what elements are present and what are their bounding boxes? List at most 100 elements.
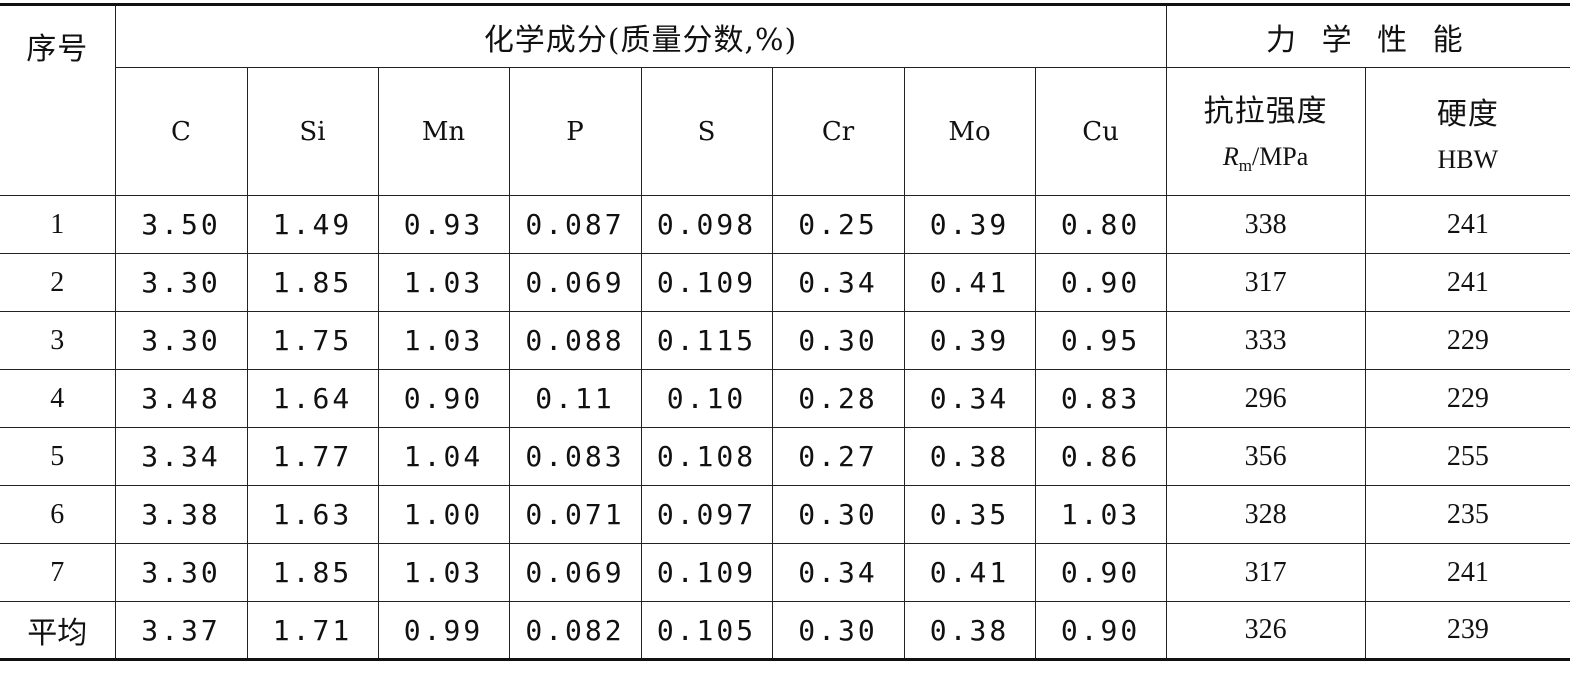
cell-tensile: 296: [1165, 369, 1366, 428]
cell-p: 0.069: [508, 253, 642, 312]
cell-cr: 0.34: [771, 253, 905, 312]
cell-mn: 0.90: [377, 369, 510, 428]
cell-cr: 0.30: [771, 601, 905, 660]
table-body: 1 3.50 1.49 0.93 0.087 0.098 0.25 0.39 0.80 338 24…: [0, 195, 1571, 660]
tensile-unit-text: /MPa: [1251, 142, 1309, 172]
cell-cr: 0.27: [771, 427, 905, 486]
cell-hardness: 241: [1364, 195, 1571, 254]
cell-s: 0.10: [640, 369, 773, 428]
row-seq-cell: 4: [0, 369, 116, 428]
cell-mn: 0.99: [377, 601, 510, 660]
table-row: 1 3.50 1.49 0.93 0.087 0.098 0.25 0.39 0.80 338 24…: [0, 195, 1571, 254]
cell-hardness: 239: [1364, 601, 1571, 660]
table-row: 6 3.38 1.63 1.00 0.071 0.097 0.30 0.35 1.03 328 23…: [0, 485, 1571, 544]
cell-si: 1.64: [246, 369, 379, 428]
cell-tensile: 338: [1165, 195, 1366, 254]
hardness-label: 硬度: [1436, 96, 1499, 132]
mech-properties-header: 力 学 性 能: [1165, 4, 1571, 68]
table-row: 平均 3.37 1.71 0.99 0.082 0.105 0.30 0.38 0.90 326 2…: [0, 601, 1571, 660]
cell-s: 0.115: [640, 311, 773, 370]
cell-hardness: 241: [1364, 543, 1571, 602]
cell-hardness: 241: [1364, 253, 1571, 312]
cell-hardness: 255: [1364, 427, 1571, 486]
table-row: 3 3.30 1.75 1.03 0.088 0.115 0.30 0.39 0.95 333 22…: [0, 311, 1571, 370]
cell-cu: 1.03: [1034, 485, 1167, 544]
cell-cu: 0.95: [1034, 311, 1167, 370]
table-row: 7 3.30 1.85 1.03 0.069 0.109 0.34 0.41 0.90 317 24…: [0, 543, 1571, 602]
cell-p: 0.088: [508, 311, 642, 370]
cell-cr: 0.30: [771, 485, 905, 544]
cell-c: 3.50: [114, 195, 248, 254]
row-seq-cell: 6: [0, 485, 116, 544]
row-seq-cell: 3: [0, 311, 116, 370]
col-header-mo: Mo: [903, 67, 1036, 196]
cell-tensile: 326: [1165, 601, 1366, 660]
cell-mn: 0.93: [377, 195, 510, 254]
cell-c: 3.38: [114, 485, 248, 544]
cell-c: 3.30: [114, 253, 248, 312]
row-seq-cell: 7: [0, 543, 116, 602]
cell-p: 0.069: [508, 543, 642, 602]
cell-mn: 1.03: [377, 311, 510, 370]
cell-cu: 0.86: [1034, 427, 1167, 486]
col-header-p: P: [508, 67, 642, 196]
cell-cr: 0.25: [771, 195, 905, 254]
cell-cr: 0.30: [771, 311, 905, 370]
cell-si: 1.75: [246, 311, 379, 370]
cell-cr: 0.34: [771, 543, 905, 602]
cell-tensile: 333: [1165, 311, 1366, 370]
header-row-columns: C Si Mn P S Cr Mo Cu 抗拉强度 Rm/MPa 硬度 HBW: [0, 67, 1571, 196]
col-header-s: S: [640, 67, 773, 196]
cell-p: 0.083: [508, 427, 642, 486]
table-row: 4 3.48 1.64 0.90 0.11 0.10 0.28 0.34 0.83 296 229: [0, 369, 1571, 428]
row-seq-cell: 2: [0, 253, 116, 312]
cell-s: 0.097: [640, 485, 773, 544]
cell-cr: 0.28: [771, 369, 905, 428]
cell-p: 0.11: [508, 369, 642, 428]
row-seq-cell: 5: [0, 427, 116, 486]
cell-mo: 0.38: [903, 601, 1036, 660]
cell-mn: 1.03: [377, 253, 510, 312]
col-header-mn: Mn: [377, 67, 510, 196]
cell-hardness: 229: [1364, 311, 1571, 370]
cell-mo: 0.41: [903, 253, 1036, 312]
cell-cu: 0.90: [1034, 543, 1167, 602]
col-header-cu: Cu: [1034, 67, 1167, 196]
cell-si: 1.85: [246, 543, 379, 602]
cell-tensile: 356: [1165, 427, 1366, 486]
cell-s: 0.109: [640, 253, 773, 312]
cell-mo: 0.35: [903, 485, 1036, 544]
cell-p: 0.087: [508, 195, 642, 254]
cell-s: 0.108: [640, 427, 773, 486]
cell-si: 1.77: [246, 427, 379, 486]
cell-cu: 0.90: [1034, 601, 1167, 660]
col-header-si: Si: [246, 67, 379, 196]
cell-mo: 0.39: [903, 195, 1036, 254]
cell-mn: 1.03: [377, 543, 510, 602]
tensile-subscript: m: [1238, 156, 1252, 176]
cell-mo: 0.39: [903, 311, 1036, 370]
cell-tensile: 317: [1165, 253, 1366, 312]
cell-c: 3.30: [114, 543, 248, 602]
row-seq-cell: 1: [0, 195, 116, 254]
cell-s: 0.098: [640, 195, 773, 254]
cell-hardness: 229: [1364, 369, 1571, 428]
cell-cu: 0.80: [1034, 195, 1167, 254]
seq-header: 序号: [0, 4, 116, 196]
tensile-symbol: R: [1222, 142, 1239, 172]
cell-cu: 0.83: [1034, 369, 1167, 428]
cell-s: 0.109: [640, 543, 773, 602]
row-seq-cell: 平均: [0, 601, 116, 660]
cell-tensile: 328: [1165, 485, 1366, 544]
cell-c: 3.37: [114, 601, 248, 660]
tensile-label: 抗拉强度: [1203, 94, 1328, 130]
composition-properties-table: 序号 化学成分(质量分数,%) 力 学 性 能 C Si Mn P S Cr M…: [0, 3, 1571, 661]
cell-cu: 0.90: [1034, 253, 1167, 312]
table-row: 2 3.30 1.85 1.03 0.069 0.109 0.34 0.41 0.90 317 24…: [0, 253, 1571, 312]
tensile-unit: Rm/MPa: [1167, 142, 1364, 176]
cell-mo: 0.41: [903, 543, 1036, 602]
cell-si: 1.63: [246, 485, 379, 544]
cell-p: 0.082: [508, 601, 642, 660]
cell-mo: 0.34: [903, 369, 1036, 428]
